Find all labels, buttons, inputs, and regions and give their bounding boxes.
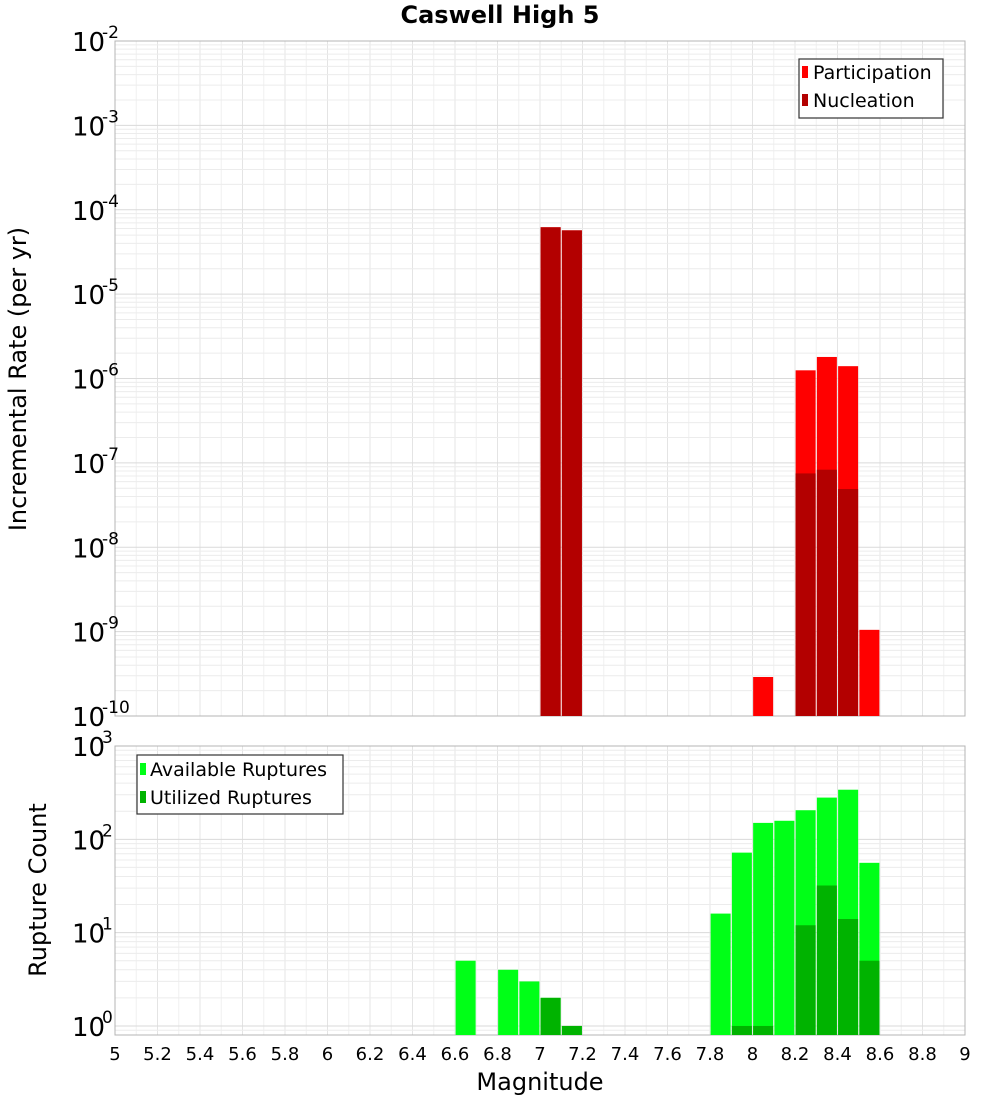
rate-y-tick-exponent: -7: [102, 445, 119, 465]
x-tick-label: 9: [959, 1044, 970, 1065]
bottom-y-axis-label: Rupture Count: [24, 803, 52, 977]
x-tick-label: 8.2: [781, 1044, 810, 1065]
count-y-tick-base: 10: [72, 733, 105, 763]
legend-label-available-ruptures: Available Ruptures: [150, 759, 327, 781]
count-bar-utilized-ruptures: [838, 919, 859, 1035]
x-tick-label: 5.4: [186, 1044, 215, 1065]
count-bar-utilized-ruptures: [731, 1025, 752, 1035]
count-bar-available-ruptures: [774, 820, 795, 1035]
count-bar-utilized-ruptures: [859, 960, 880, 1035]
rate-y-tick-base: 10: [72, 112, 105, 142]
x-tick-label: 8.8: [908, 1044, 937, 1065]
rate-bar-nucleation: [540, 227, 561, 716]
count-y-tick-base: 10: [72, 920, 105, 950]
x-tick-label: 7.8: [696, 1044, 725, 1065]
top-y-axis-label: Incremental Rate (per yr): [4, 227, 32, 531]
rate-y-tick-exponent: -9: [102, 614, 119, 634]
legend-label-utilized-ruptures: Utilized Ruptures: [150, 787, 312, 809]
x-axis-label: Magnitude: [476, 1068, 603, 1096]
legend-swatch-available-ruptures: [140, 763, 146, 775]
count-y-tick-exponent: 1: [102, 915, 113, 935]
rate-bar-nucleation: [561, 230, 582, 716]
x-tick-label: 7: [534, 1044, 545, 1065]
x-tick-label: 5: [109, 1044, 120, 1065]
count-bar-utilized-ruptures: [753, 1025, 774, 1035]
top-plot-frame: [114, 40, 966, 717]
count-y-tick-exponent: 2: [102, 821, 113, 841]
rate-y-tick-exponent: -4: [102, 192, 119, 212]
legend-swatch-participation: [802, 66, 808, 78]
legend-label-nucleation: Nucleation: [813, 90, 915, 112]
count-bar-available-ruptures: [498, 969, 519, 1035]
rate-y-tick-base: 10: [72, 450, 105, 480]
x-tick-label: 6.2: [356, 1044, 385, 1065]
rate-y-tick-base: 10: [72, 534, 105, 564]
bottom-legend-box: [136, 754, 344, 815]
x-tick-label: 6.6: [441, 1044, 470, 1065]
x-tick-label: 7.6: [653, 1044, 682, 1065]
rate-y-tick-exponent: -5: [102, 276, 119, 296]
count-y-tick-exponent: 3: [102, 728, 113, 748]
count-y-tick-base: 10: [72, 826, 105, 856]
count-bar-available-ruptures: [455, 960, 476, 1035]
rate-y-tick-exponent: -8: [102, 529, 119, 549]
x-tick-label: 7.2: [568, 1044, 597, 1065]
x-tick-label: 6: [322, 1044, 333, 1065]
top-legend: Participation Nucleation: [798, 58, 944, 119]
x-tick-label: 8: [747, 1044, 758, 1065]
rate-bar-nucleation: [816, 469, 837, 716]
count-y-tick-base: 10: [72, 1013, 105, 1043]
x-tick-label: 5.6: [228, 1044, 257, 1065]
rate-y-tick-exponent: -6: [102, 361, 119, 381]
legend-swatch-nucleation: [802, 94, 808, 106]
count-bar-utilized-ruptures: [795, 925, 816, 1035]
rate-y-tick-base: 10: [72, 619, 105, 649]
bottom-legend: Available Ruptures Utilized Ruptures: [136, 754, 344, 815]
rate-y-tick-base: 10: [72, 28, 105, 58]
count-bar-available-ruptures: [731, 852, 752, 1035]
count-bar-utilized-ruptures: [540, 997, 561, 1035]
x-tick-label: 6.8: [483, 1044, 512, 1065]
legend-label-participation: Participation: [813, 62, 932, 84]
bottom-plot-frame: [114, 745, 966, 1036]
rate-y-tick-exponent: -10: [102, 698, 130, 718]
x-tick-label: 8.6: [866, 1044, 895, 1065]
count-bar-available-ruptures: [710, 913, 731, 1035]
rate-y-tick-exponent: -3: [102, 107, 119, 127]
top-gridlines: [114, 40, 966, 717]
rate-y-tick-base: 10: [72, 366, 105, 396]
top-bars: [540, 227, 880, 716]
x-tick-label: 7.4: [611, 1044, 640, 1065]
count-bar-available-ruptures: [519, 981, 540, 1035]
rate-y-tick-base: 10: [72, 281, 105, 311]
x-tick-labels: 5 5.2 5.4 5.6 5.8 6 6.2 6.4 6.6 6.8 7 7.2 7.4 7.6 7.8 8…: [109, 1044, 970, 1065]
count-bar-utilized-ruptures: [816, 885, 837, 1035]
chart-title: Caswell High 5: [401, 1, 600, 29]
x-tick-label: 6.4: [398, 1044, 427, 1065]
rate-bar-participation: [859, 629, 880, 716]
legend-swatch-utilized-ruptures: [140, 791, 146, 803]
top-legend-box: [798, 58, 944, 119]
x-tick-label: 5.2: [143, 1044, 172, 1065]
count-y-tick-exponent: 0: [102, 1008, 113, 1028]
count-bar-available-ruptures: [753, 822, 774, 1035]
count-bar-utilized-ruptures: [561, 1025, 582, 1035]
rate-bar-participation: [753, 676, 774, 716]
rate-bar-nucleation: [795, 473, 816, 716]
x-tick-label: 5.8: [271, 1044, 300, 1065]
rate-y-tick-base: 10: [72, 703, 105, 733]
rate-y-tick-exponent: -2: [102, 23, 119, 43]
rate-bar-nucleation: [838, 489, 859, 716]
bottom-bars: [455, 789, 880, 1035]
rate-y-tick-base: 10: [72, 197, 105, 227]
x-tick-label: 8.4: [823, 1044, 852, 1065]
